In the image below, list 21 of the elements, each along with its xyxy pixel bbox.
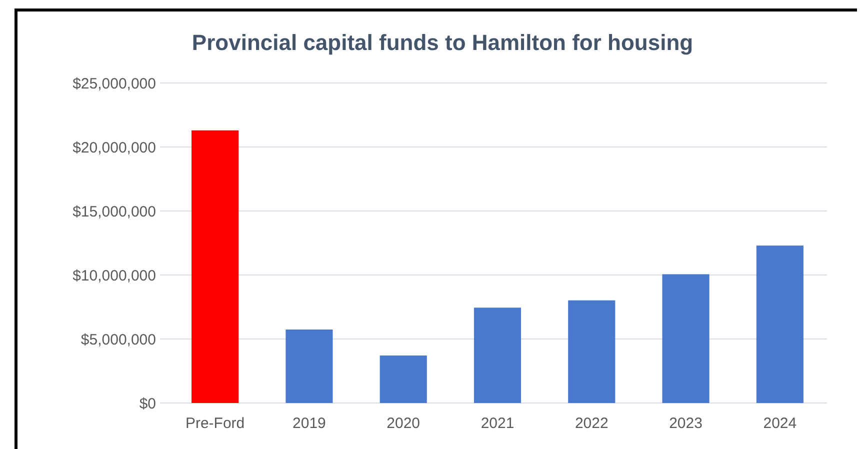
- y-tick-label: $25,000,000: [72, 75, 156, 92]
- bar: [286, 330, 333, 403]
- bar: [192, 130, 239, 403]
- bar: [380, 356, 427, 403]
- y-tick-label: $20,000,000: [72, 139, 156, 156]
- bar: [474, 308, 522, 403]
- x-tick-label: Pre-Ford: [185, 415, 245, 432]
- x-tick-label: 2019: [292, 415, 326, 432]
- x-tick-label: 2021: [480, 415, 514, 432]
- y-tick-label: $0: [139, 395, 156, 412]
- bar: [662, 274, 710, 403]
- x-tick-label: 2020: [386, 415, 420, 432]
- bar: [756, 246, 804, 403]
- y-tick-label: $10,000,000: [72, 267, 156, 284]
- x-tick-label: 2024: [763, 415, 797, 432]
- x-tick-label: 2022: [574, 415, 608, 432]
- y-tick-label: $15,000,000: [72, 203, 156, 220]
- chart-title: Provincial capital funds to Hamilton for housing: [192, 30, 694, 55]
- y-tick-label: $5,000,000: [80, 331, 156, 348]
- bar: [568, 300, 616, 403]
- x-tick-label: 2023: [669, 415, 702, 432]
